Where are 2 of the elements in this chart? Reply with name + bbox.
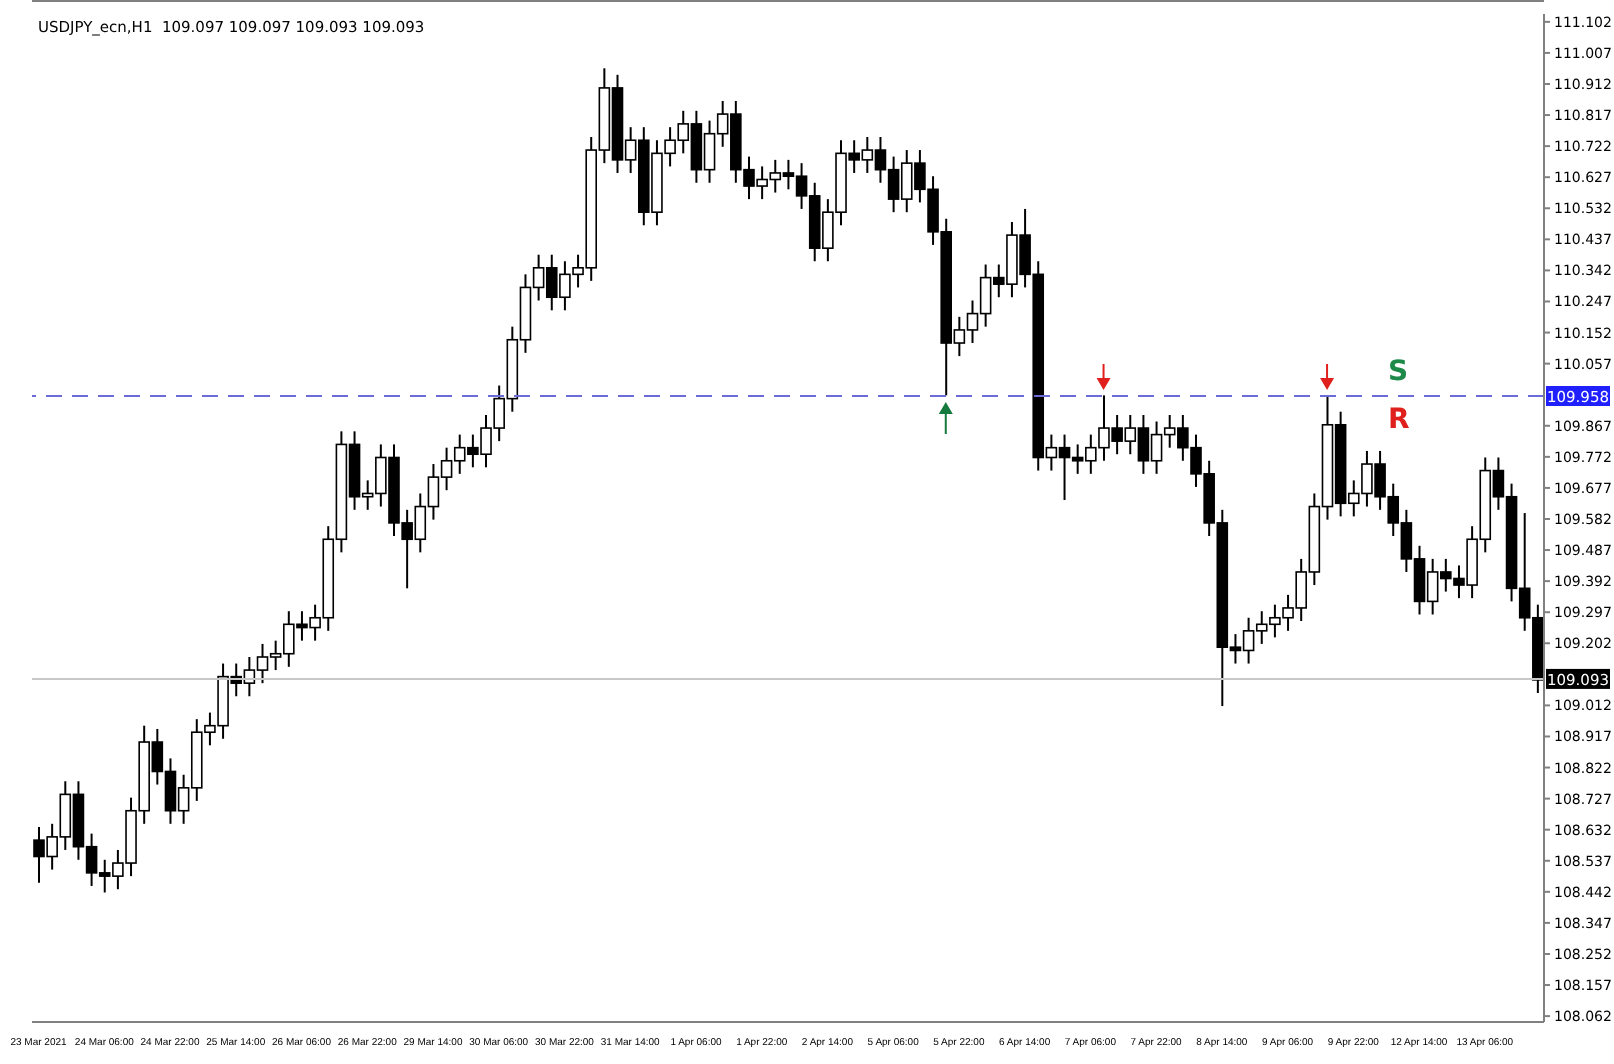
annotation: R	[1388, 404, 1410, 436]
annotation: S	[1388, 356, 1409, 388]
